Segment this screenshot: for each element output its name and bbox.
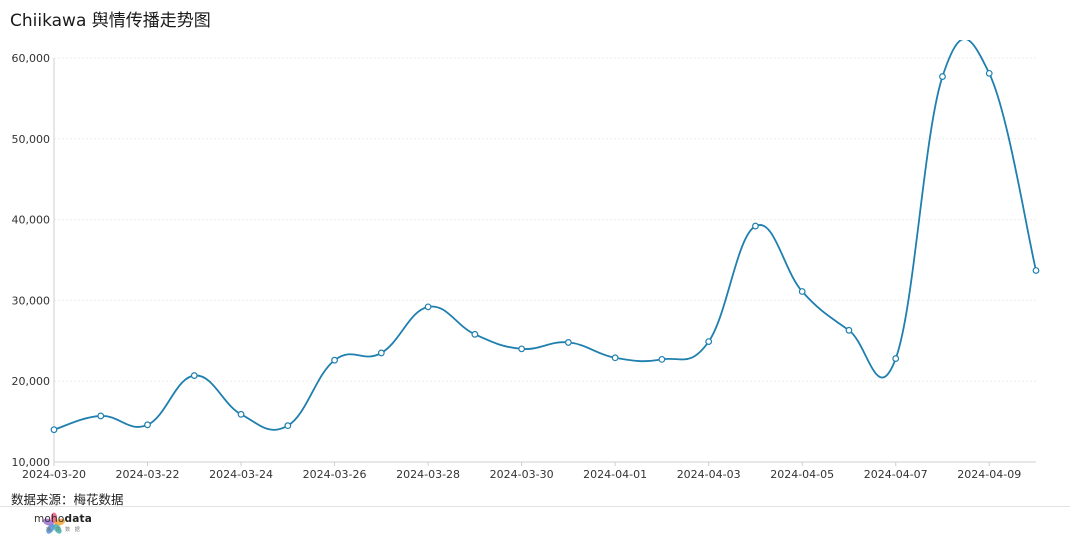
data-point	[705, 338, 713, 346]
chart-title: Chiikawa 舆情传播走势图	[10, 11, 211, 31]
y-tick-label: 10,000	[12, 456, 51, 469]
data-point	[50, 426, 58, 434]
data-point	[518, 345, 526, 353]
y-tick-label: 40,000	[12, 214, 51, 227]
y-tick-label: 30,000	[12, 294, 51, 307]
data-point	[331, 356, 338, 364]
data-point	[564, 339, 572, 346]
brand-name-light: moho	[34, 513, 65, 525]
data-point	[611, 354, 619, 362]
footer-divider	[0, 506, 1070, 507]
data-point	[424, 303, 432, 311]
data-point	[284, 422, 292, 430]
brand-subtitle: 梅 花 数 据	[46, 527, 82, 533]
y-tick-label: 20,000	[12, 375, 51, 388]
series-layer	[50, 38, 1040, 434]
data-point	[845, 326, 853, 334]
x-tick-label: 2024-04-05	[770, 468, 834, 481]
x-axis: 2024-03-20 2024-03-22 2024-03-24 2024-03-26…	[22, 461, 1036, 481]
data-point	[97, 412, 105, 420]
data-point	[144, 421, 151, 429]
x-tick-label: 2024-04-09	[957, 468, 1021, 481]
data-point	[798, 288, 806, 295]
data-point	[985, 69, 993, 77]
x-tick-label: 2024-03-28	[396, 468, 460, 481]
data-source-note: 数据来源：梅花数据	[11, 492, 124, 507]
chart-svg: 10,000 20,000 30,000 40,000 50,000 60,000 202…	[12, 38, 1040, 481]
data-point	[1032, 267, 1040, 274]
brand-name: mohodata	[34, 513, 92, 525]
data-point	[377, 349, 385, 357]
line-chart: 10,000 20,000 30,000 40,000 50,000 60,000 202…	[0, 38, 1080, 490]
y-axis: 10,000 20,000 30,000 40,000 50,000 60,000	[12, 52, 55, 469]
data-point	[471, 330, 479, 338]
x-tick-label: 2024-04-07	[864, 468, 928, 481]
x-tick-label: 2024-04-03	[677, 468, 741, 481]
data-point	[939, 73, 946, 80]
y-tick-label: 60,000	[12, 52, 51, 65]
data-point	[892, 355, 900, 362]
y-tick-label: 50,000	[12, 133, 51, 146]
x-tick-label: 2024-04-01	[583, 468, 647, 481]
x-tick-label: 2024-03-26	[303, 468, 367, 481]
data-point	[658, 355, 666, 363]
brand-name-bold: data	[64, 513, 93, 525]
grid-lines	[54, 57, 1036, 382]
x-tick-label: 2024-03-30	[490, 468, 554, 481]
series-line	[53, 38, 1037, 431]
data-point	[190, 372, 198, 379]
mohodata-logo-icon	[42, 512, 66, 534]
data-point	[237, 410, 245, 418]
data-point	[752, 222, 759, 230]
x-tick-label: 2024-03-24	[209, 468, 273, 481]
x-tick-label: 2024-03-22	[116, 468, 180, 481]
x-tick-label: 2024-03-20	[22, 468, 86, 481]
